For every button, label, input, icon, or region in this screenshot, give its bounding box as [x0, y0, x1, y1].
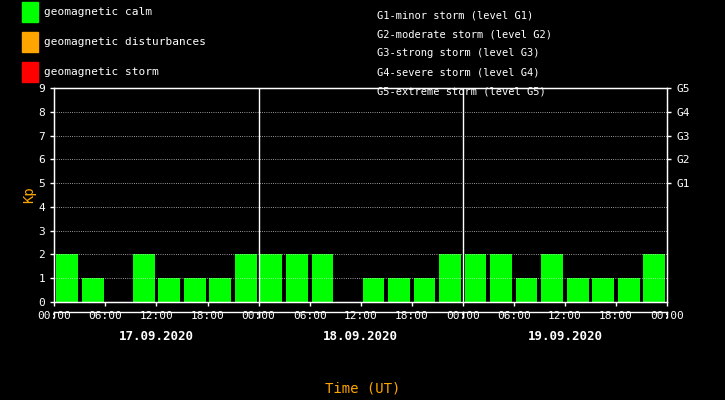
Bar [158, 278, 180, 302]
Y-axis label: Kp: Kp [22, 187, 36, 203]
Bar [312, 254, 334, 302]
Text: 17.09.2020: 17.09.2020 [119, 330, 194, 343]
Text: 18.09.2020: 18.09.2020 [323, 330, 398, 343]
Bar [567, 278, 589, 302]
Text: G4-severe storm (level G4): G4-severe storm (level G4) [377, 68, 539, 78]
Bar [286, 254, 307, 302]
Bar [490, 254, 512, 302]
Bar [465, 254, 486, 302]
Bar [260, 254, 282, 302]
Text: G1-minor storm (level G1): G1-minor storm (level G1) [377, 10, 534, 20]
Text: geomagnetic storm: geomagnetic storm [44, 67, 158, 77]
Text: G5-extreme storm (level G5): G5-extreme storm (level G5) [377, 87, 546, 97]
Bar [210, 278, 231, 302]
Bar [592, 278, 614, 302]
Bar [618, 278, 639, 302]
Text: geomagnetic disturbances: geomagnetic disturbances [44, 37, 205, 47]
Text: G2-moderate storm (level G2): G2-moderate storm (level G2) [377, 29, 552, 39]
Bar [414, 278, 435, 302]
Bar [388, 278, 410, 302]
Text: 19.09.2020: 19.09.2020 [527, 330, 602, 343]
Bar [439, 254, 461, 302]
Bar [133, 254, 154, 302]
Bar [515, 278, 537, 302]
Bar [542, 254, 563, 302]
Bar [235, 254, 257, 302]
Text: G3-strong storm (level G3): G3-strong storm (level G3) [377, 48, 539, 58]
Bar [57, 254, 78, 302]
Bar [184, 278, 206, 302]
Bar [362, 278, 384, 302]
Bar [82, 278, 104, 302]
Bar [643, 254, 665, 302]
Text: Time (UT): Time (UT) [325, 382, 400, 396]
Text: geomagnetic calm: geomagnetic calm [44, 7, 152, 17]
